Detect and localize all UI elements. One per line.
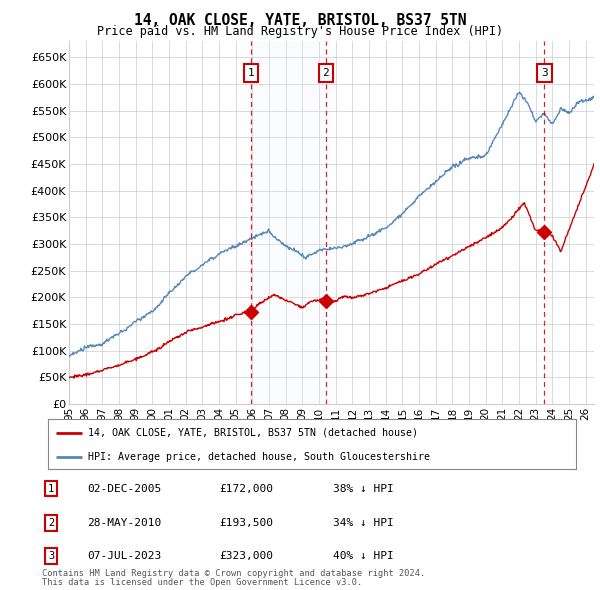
- Text: 14, OAK CLOSE, YATE, BRISTOL, BS37 5TN: 14, OAK CLOSE, YATE, BRISTOL, BS37 5TN: [134, 13, 466, 28]
- Text: 07-JUL-2023: 07-JUL-2023: [87, 552, 161, 561]
- Text: £323,000: £323,000: [219, 552, 273, 561]
- Text: Contains HM Land Registry data © Crown copyright and database right 2024.: Contains HM Land Registry data © Crown c…: [42, 569, 425, 578]
- Text: HPI: Average price, detached house, South Gloucestershire: HPI: Average price, detached house, Sout…: [88, 451, 430, 461]
- Text: 28-MAY-2010: 28-MAY-2010: [87, 518, 161, 527]
- Text: £193,500: £193,500: [219, 518, 273, 527]
- Text: 1: 1: [248, 68, 254, 78]
- Text: 2: 2: [48, 518, 54, 527]
- Text: 34% ↓ HPI: 34% ↓ HPI: [333, 518, 394, 527]
- Text: 3: 3: [48, 552, 54, 561]
- Text: 40% ↓ HPI: 40% ↓ HPI: [333, 552, 394, 561]
- Text: Price paid vs. HM Land Registry's House Price Index (HPI): Price paid vs. HM Land Registry's House …: [97, 25, 503, 38]
- Text: 14, OAK CLOSE, YATE, BRISTOL, BS37 5TN (detached house): 14, OAK CLOSE, YATE, BRISTOL, BS37 5TN (…: [88, 428, 418, 438]
- Text: £172,000: £172,000: [219, 484, 273, 493]
- Text: 02-DEC-2005: 02-DEC-2005: [87, 484, 161, 493]
- Bar: [251, 41, 326, 404]
- Text: 1: 1: [48, 484, 54, 493]
- Text: This data is licensed under the Open Government Licence v3.0.: This data is licensed under the Open Gov…: [42, 578, 362, 587]
- Text: 2: 2: [322, 68, 329, 78]
- Text: 3: 3: [541, 68, 548, 78]
- Text: 38% ↓ HPI: 38% ↓ HPI: [333, 484, 394, 493]
